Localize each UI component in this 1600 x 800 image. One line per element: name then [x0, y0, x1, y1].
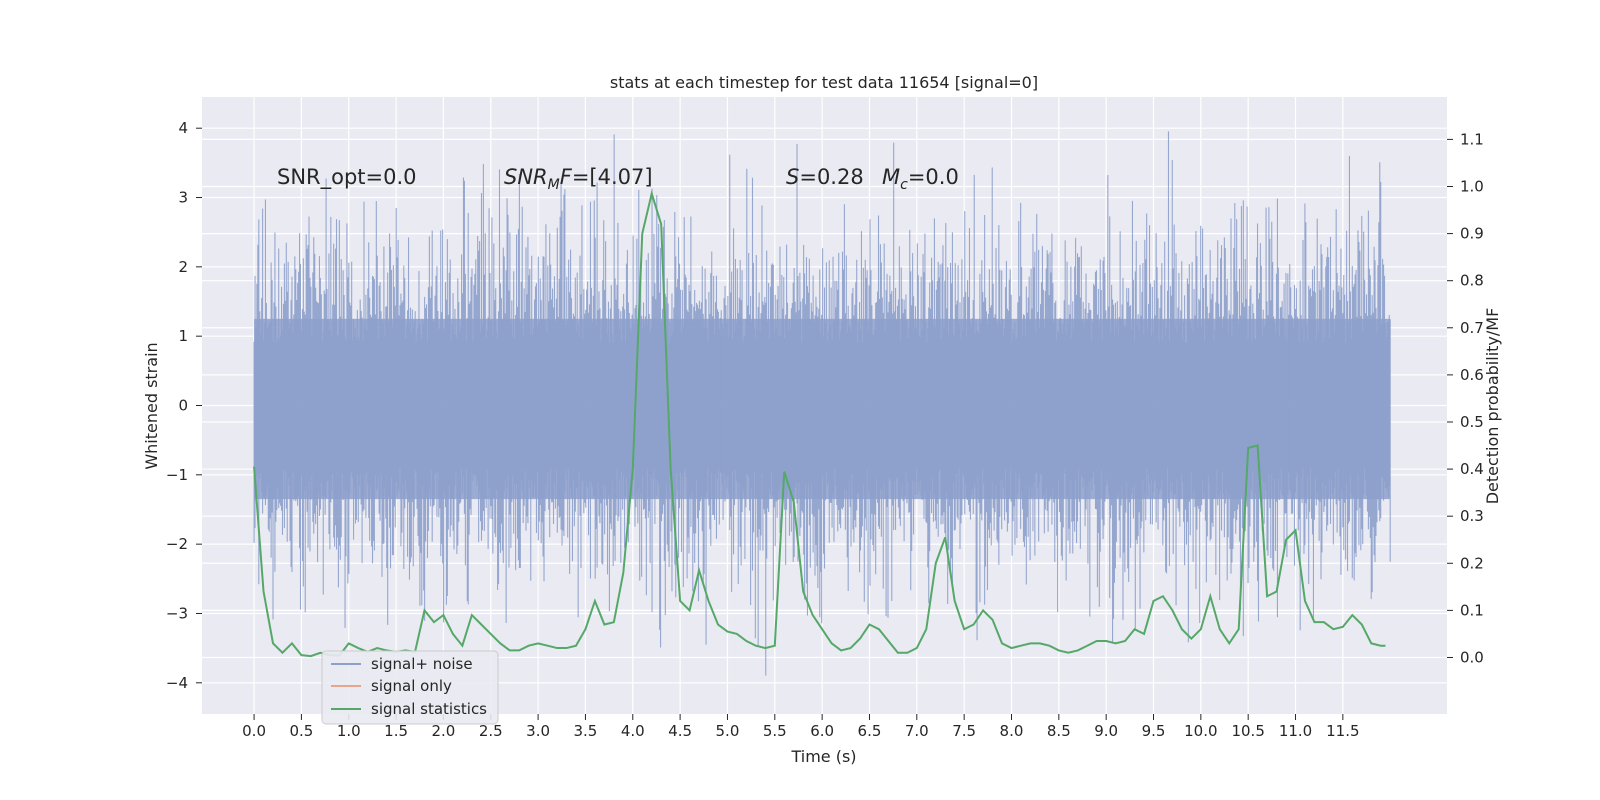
y-right-tick-label-6: 0.6 — [1460, 366, 1484, 384]
y-tick-label-3: −1 — [166, 466, 188, 484]
legend: signal+ noise signal only signal statist… — [321, 650, 499, 725]
x-tick-label-21: 10.5 — [1231, 722, 1264, 740]
legend-box — [321, 650, 499, 725]
signal-plus-noise-band — [253, 131, 1391, 676]
x-tick-label-12: 6.0 — [810, 722, 834, 740]
legend-label-signal-only: signal only — [371, 677, 452, 695]
snr-mf-subscript: M — [548, 177, 560, 193]
y-tick-label-7: 3 — [178, 189, 188, 207]
x-tick-label-9: 4.5 — [668, 722, 692, 740]
annotation-snr-mf: SNRMF=[4.07] — [504, 165, 653, 193]
x-tick-label-20: 10.0 — [1184, 722, 1217, 740]
y-tick-label-8: 4 — [178, 119, 188, 137]
signal-statistics-series — [253, 189, 1386, 658]
x-tick-label-7: 3.5 — [574, 722, 598, 740]
mc-main: M — [882, 165, 900, 189]
x-tick-label-1: 0.5 — [289, 722, 313, 740]
y-axis-right-ticks: 0.0 0.1 0.2 0.3 0.4 0.5 0.6 0.7 0.8 0.9 1.0 1.1 — [1447, 130, 1484, 666]
x-tick-label-18: 9.0 — [1094, 722, 1118, 740]
x-tick-label-10: 5.0 — [716, 722, 740, 740]
y-right-tick-label-1: 0.1 — [1460, 601, 1484, 619]
y-right-tick-label-3: 0.3 — [1460, 507, 1484, 525]
y-right-tick-label-10: 1.0 — [1460, 177, 1484, 195]
snr-mf-value: =[4.07] — [572, 165, 653, 189]
y-right-tick-label-7: 0.7 — [1460, 319, 1484, 337]
y-tick-label-6: 2 — [178, 258, 188, 276]
annotation-snr-opt: SNR_opt=0.0 — [277, 165, 417, 190]
y-tick-label-0: −4 — [166, 674, 188, 692]
x-tick-label-15: 7.5 — [952, 722, 976, 740]
y-right-tick-label-2: 0.2 — [1460, 554, 1484, 572]
y-right-tick-label-0: 0.0 — [1460, 648, 1484, 666]
y-right-tick-label-8: 0.8 — [1460, 272, 1484, 290]
s-symbol: S — [786, 165, 799, 189]
x-tick-label-14: 7.0 — [905, 722, 929, 740]
s-value: =0.28 — [799, 165, 863, 189]
y-right-tick-label-11: 1.1 — [1460, 130, 1484, 148]
x-tick-label-2: 1.0 — [337, 722, 361, 740]
snr-mf-main: SNR — [504, 165, 548, 189]
chart-title: stats at each timestep for test data 116… — [610, 73, 1038, 92]
signal-statistics-line — [253, 189, 1386, 658]
x-tick-label-3: 1.5 — [384, 722, 408, 740]
x-tick-label-8: 4.0 — [621, 722, 645, 740]
y-axis-right-label: Detection probability/MF — [1483, 308, 1502, 505]
y-axis-label: Whitened strain — [142, 342, 161, 469]
y-tick-label-5: 1 — [178, 327, 188, 345]
x-tick-label-23: 11.5 — [1326, 722, 1359, 740]
x-axis-ticks: 0.0 0.5 1.0 1.5 2.0 2.5 3.0 3.5 4.0 4.5 5.0 5.5 6.0 6… — [242, 714, 1360, 740]
x-tick-label-4: 2.0 — [431, 722, 455, 740]
y-tick-label-2: −2 — [166, 535, 188, 553]
x-axis-label: Time (s) — [790, 747, 856, 766]
y-tick-label-1: −3 — [166, 604, 188, 622]
mc-subscript: c — [900, 177, 908, 193]
x-tick-label-16: 8.0 — [1000, 722, 1024, 740]
annotation-mc: Mc=0.0 — [882, 165, 959, 193]
x-tick-label-19: 9.5 — [1142, 722, 1166, 740]
x-tick-label-5: 2.5 — [479, 722, 503, 740]
x-tick-label-13: 6.5 — [858, 722, 882, 740]
y-axis-ticks: −4 −3 −2 −1 0 1 2 3 4 — [166, 119, 202, 692]
y-right-tick-label-9: 0.9 — [1460, 225, 1484, 243]
signal-noise-trace — [253, 131, 1391, 676]
legend-label-signal-noise: signal+ noise — [371, 655, 473, 673]
x-tick-label-6: 3.0 — [526, 722, 550, 740]
legend-label-signal-statistics: signal statistics — [371, 700, 487, 718]
y-right-tick-label-5: 0.5 — [1460, 413, 1484, 431]
mc-value: =0.0 — [908, 165, 959, 189]
x-tick-label-17: 8.5 — [1047, 722, 1071, 740]
y-right-tick-label-4: 0.4 — [1460, 460, 1484, 478]
y-tick-label-4: 0 — [178, 397, 188, 415]
x-tick-label-22: 11.0 — [1279, 722, 1312, 740]
x-tick-label-0: 0.0 — [242, 722, 266, 740]
x-tick-label-11: 5.5 — [763, 722, 787, 740]
annotation-s: S=0.28 — [786, 165, 864, 189]
snr-mf-rest: F — [560, 165, 573, 189]
